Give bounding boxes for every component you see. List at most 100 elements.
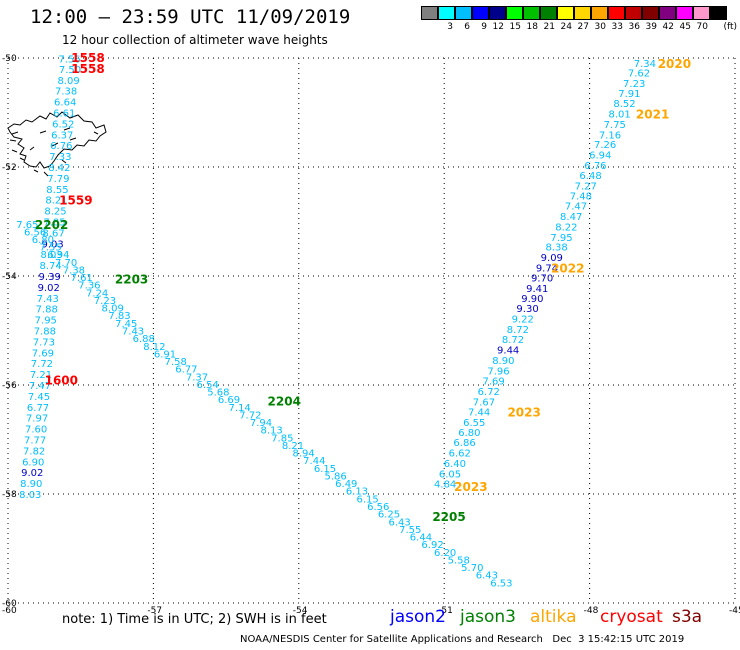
wave-height-label: 7.23 [623,79,645,90]
wave-height-label: 8.90 [492,356,514,367]
wave-height-label: 9.74 [536,263,558,274]
wave-height-label: 7.69 [32,348,54,359]
falkland-islands-outline [7,111,107,169]
wave-height-label: 7.95 [550,233,572,244]
wave-height-label: 6.37 [51,130,73,141]
wave-height-label: 8.09 [57,76,79,87]
legend-swatch [489,6,506,20]
wave-height-label: 6.80 [32,235,54,246]
wave-height-label: 6.80 [458,428,480,439]
wave-height-label: 6.92 [421,540,443,551]
legend-swatch-label: 70 [696,22,708,32]
track-cryosat: 7.567.508.097.386.646.616.526.376.767.33… [19,51,105,501]
wave-height-label: 7.69 [483,377,505,388]
wave-height-label: 8.13 [261,426,283,437]
wave-height-label: 7.44 [468,408,490,419]
wave-height-label: 8.52 [613,99,635,110]
wave-height-label: 6.77 [27,403,49,414]
legend-swatch [438,6,455,20]
legend-swatch [676,6,693,20]
wave-height-label: 7.56 [58,55,80,66]
wave-height-label: 6.52 [52,119,74,130]
wave-height-label: 6.43 [476,571,498,582]
wave-height-label: 9.41 [526,284,548,295]
legend-cryosat: cryosat [600,607,663,627]
wave-height-label: 6.53 [490,578,512,589]
legend-swatch [659,6,676,20]
wave-height-label: 7.44 [303,456,325,467]
lat-lon-grid: -60 -57 -54 -51 -48 -45 -50 -52 -54 -56 -58 -60 [2,54,740,616]
lon-tick-label: -54 [293,606,308,616]
wave-height-label: 7.26 [594,140,616,151]
wave-height-label: 6.64 [54,98,76,109]
wave-height-label: 7.77 [24,436,46,447]
legend-swatch-label: 42 [662,22,674,32]
wave-height-label: 6.55 [463,418,485,429]
wave-height-label: 7.47 [565,202,587,213]
legend-swatch [574,6,591,20]
wave-height-label: 6.15 [356,494,378,505]
wave-height-label: 7.65 [16,220,38,231]
lat-tick-label: -58 [2,490,17,500]
wave-height-label: 8.25 [44,207,66,218]
legend-swatch [472,6,489,20]
wave-height-label: 6.72 [478,387,500,398]
wave-height-label: 7.55 [399,525,421,536]
lon-tick-label: -60 [2,606,17,616]
time-label: 2202 [35,218,68,232]
wave-height-label: 6.20 [434,548,456,559]
legend-swatch-label: 39 [645,22,657,32]
lat-tick-label: -54 [2,272,17,282]
legend-swatch-label: 45 [679,22,691,32]
wave-height-label: 8.74 [40,261,62,272]
wave-height-label: 8.01 [609,110,631,121]
legend-swatch [710,6,727,20]
wave-height-label: 6.77 [175,365,197,376]
wave-height-label: 7.95 [35,316,57,327]
legend-swatch-label: 18 [526,22,538,32]
wave-height-label: 7.72 [31,359,53,370]
time-label: 2204 [268,394,301,408]
wave-height-label: 7.91 [618,89,640,100]
wave-height-label: 6.40 [444,459,466,470]
wave-height-label: 6.44 [410,533,432,544]
legend-swatch-label: 15 [509,22,521,32]
wave-height-label: 7.47 [29,381,51,392]
wave-height-label: 7.34 [634,59,656,70]
credit-line: NOAA/NESDIS Center for Satellite Applica… [240,634,685,645]
wave-height-label: 6.48 [579,171,601,182]
wave-height-label: 7.67 [473,397,495,408]
wave-height-label: 6.94 [589,150,611,161]
wave-height-label: 6.43 [388,517,410,528]
legend-swatch [608,6,625,20]
lon-tick-label: -45 [729,606,740,616]
wave-height-label: 6.56 [24,227,46,238]
time-label: 2020 [658,57,691,71]
wave-height-label: 5.58 [448,555,470,566]
wave-height-label: 8.72 [502,335,524,346]
legend-s3a: s3a [672,607,703,627]
wave-height-label: 6.91 [154,349,176,360]
wave-height-label: 8.94 [293,449,315,460]
wave-height-label: 7.61 [71,273,93,284]
map-title: 12:00 — 23:59 UTC 11/09/2019 [30,6,351,28]
legend-swatch [625,6,642,20]
wave-height-label: 7.14 [229,403,251,414]
wave-height-label: 8.42 [48,163,70,174]
legend-swatch-label: 21 [543,22,555,32]
wave-height-label: 7.36 [78,281,100,292]
wave-height-label: 9.03 [41,239,63,250]
legend-jason3: jason3 [460,607,516,627]
wave-height-label: 7.75 [604,120,626,131]
time-label: 1559 [59,194,92,208]
lon-tick-label: -51 [438,606,453,616]
wave-height-label: 9.22 [512,315,534,326]
wave-height-label: 7.88 [34,327,56,338]
wave-height-label: 6.49 [335,479,357,490]
wave-height-label: 7.94 [250,418,272,429]
wave-height-label: 7.97 [26,414,48,425]
wave-height-label: 7.72 [239,410,261,421]
wave-height-label: 9.09 [541,253,563,264]
legend-swatch [591,6,608,20]
wave-height-label: 8.47 [560,212,582,223]
